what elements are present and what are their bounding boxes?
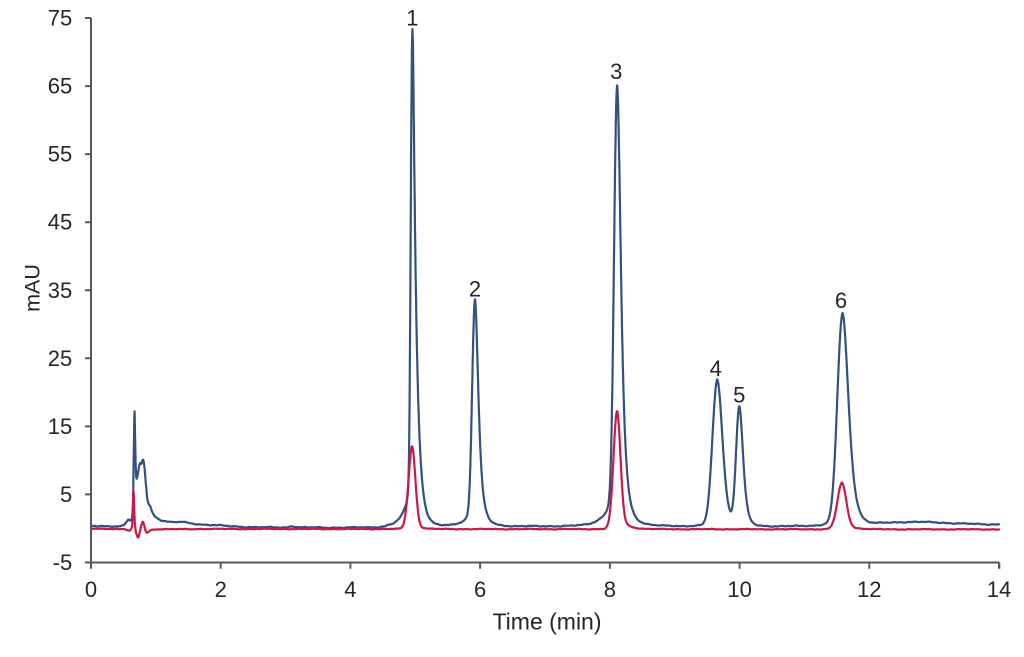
svg-text:8: 8 <box>604 577 616 602</box>
svg-text:12: 12 <box>857 577 881 602</box>
svg-text:2: 2 <box>215 577 227 602</box>
svg-text:0: 0 <box>85 577 97 602</box>
svg-text:3: 3 <box>610 59 622 84</box>
svg-text:2: 2 <box>469 277 481 302</box>
svg-text:mAU: mAU <box>21 264 45 312</box>
svg-text:Time (min): Time (min) <box>492 609 601 635</box>
svg-text:5: 5 <box>60 482 72 507</box>
svg-text:25: 25 <box>48 346 72 371</box>
svg-text:35: 35 <box>48 278 72 303</box>
svg-text:-5: -5 <box>53 550 73 575</box>
svg-text:10: 10 <box>727 577 751 602</box>
svg-text:15: 15 <box>48 414 72 439</box>
svg-text:55: 55 <box>48 142 72 167</box>
svg-text:4: 4 <box>710 356 722 381</box>
svg-text:4: 4 <box>344 577 356 602</box>
svg-text:75: 75 <box>48 6 72 31</box>
svg-text:5: 5 <box>733 383 745 408</box>
svg-text:65: 65 <box>48 74 72 99</box>
svg-text:14: 14 <box>987 577 1011 602</box>
svg-text:6: 6 <box>835 288 847 313</box>
svg-text:1: 1 <box>406 6 418 31</box>
svg-text:6: 6 <box>474 577 486 602</box>
svg-text:45: 45 <box>48 210 72 235</box>
